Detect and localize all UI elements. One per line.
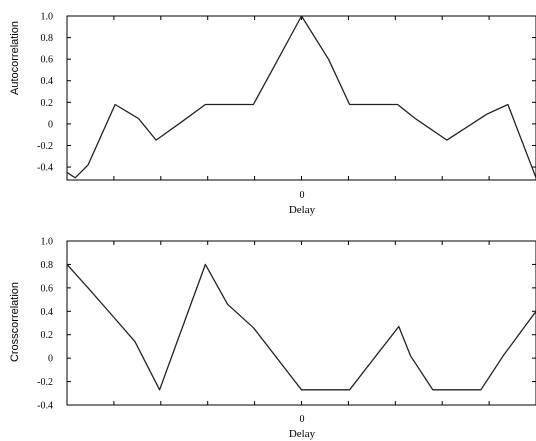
plot-frame	[66, 15, 536, 181]
autocorrelation-line	[66, 15, 536, 179]
y-tick-label: 0	[48, 354, 53, 365]
y-tick-label: 0.4	[41, 307, 54, 318]
autocorrelation-chart: 1.0 0.8 0.6 0.4 0.2 0 -0.2 -0.4 0 Delay Autocor…	[9, 12, 536, 216]
plot-frame	[66, 240, 536, 406]
crosscorrelation-chart: 1.0 0.8 0.6 0.4 0.2 0 -0.2 -0.4 0 Delay Crossco…	[9, 237, 536, 440]
y-tick-label: 0.2	[41, 98, 54, 109]
y-tick-label: 0.6	[41, 55, 54, 66]
y-tick-label: 0.6	[41, 283, 54, 294]
y-tick-label: -0.2	[37, 377, 53, 388]
x-axis-title: Delay	[289, 204, 316, 216]
x-ticks	[113, 16, 490, 180]
crosscorrelation-line	[66, 263, 536, 391]
x-axis-title: Delay	[289, 428, 316, 440]
y-tick-label: 1.0	[41, 12, 54, 23]
y-tick-label: -0.2	[37, 141, 53, 152]
y-axis-title: Crosscorrelation	[9, 282, 21, 362]
x-tick-label-zero: 0	[300, 414, 305, 425]
y-ticks: 1.0 0.8 0.6 0.4 0.2 0 -0.2 -0.4	[37, 237, 536, 412]
y-tick-label: 0.2	[41, 330, 54, 341]
x-ticks	[113, 241, 490, 405]
y-tick-label: 1.0	[41, 237, 54, 248]
y-tick-label: -0.4	[37, 401, 53, 412]
y-tick-label: 0	[48, 119, 53, 130]
y-tick-label: 0.8	[41, 260, 54, 271]
y-tick-label: 0.8	[41, 33, 54, 44]
y-ticks: 1.0 0.8 0.6 0.4 0.2 0 -0.2 -0.4	[37, 12, 536, 174]
x-tick-label-zero: 0	[300, 190, 305, 201]
y-axis-title: Autocorrelation	[9, 21, 21, 95]
y-tick-label: 0.4	[41, 76, 54, 87]
y-tick-label: -0.4	[37, 163, 53, 174]
